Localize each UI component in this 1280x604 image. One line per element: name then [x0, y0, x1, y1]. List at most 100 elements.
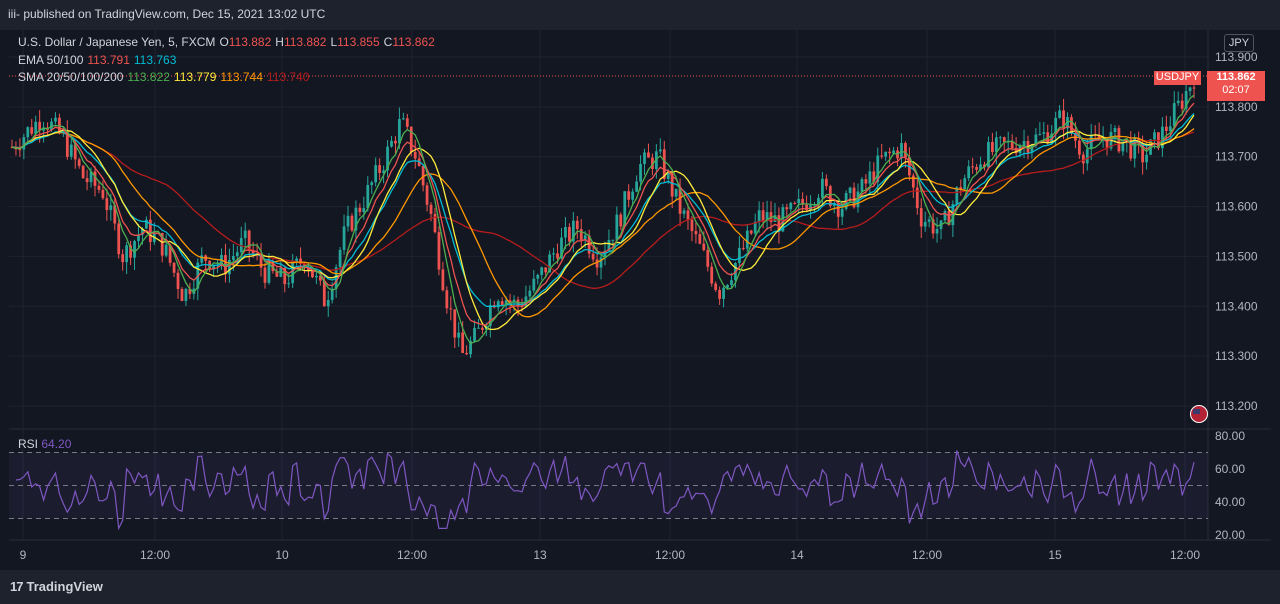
- tv-logo-icon: 17: [10, 579, 24, 594]
- sma100-line: [11, 128, 1195, 318]
- candle-body: [496, 301, 500, 308]
- candle-body: [512, 299, 516, 303]
- candle-body: [923, 221, 927, 227]
- candle-body: [575, 220, 579, 230]
- candle-body: [998, 137, 1002, 139]
- sma100-value: 113.744: [220, 70, 263, 84]
- candle-body: [386, 146, 389, 171]
- candle-body: [821, 178, 824, 198]
- ema-legend[interactable]: EMA 50/100 113.791 113.763: [18, 53, 180, 67]
- candle-body: [552, 253, 555, 255]
- sma-legend[interactable]: SMA 20/50/100/200 113.822 113.779 113.744 11…: [18, 70, 313, 84]
- time-tick-label: 9: [20, 548, 27, 562]
- rsi-label: RSI: [18, 437, 39, 451]
- high-label: H: [275, 35, 284, 49]
- candle-body: [1062, 110, 1065, 129]
- candle-body: [710, 266, 714, 284]
- symbol-legend: U.S. Dollar / Japanese Yen, 5, FXCM O113.…: [18, 35, 439, 49]
- candle-body: [81, 165, 85, 179]
- sma200-line: [11, 131, 1195, 289]
- candle-body: [287, 283, 291, 285]
- candle-body: [477, 327, 480, 329]
- candle-body: [1168, 126, 1172, 131]
- candle-body: [228, 259, 231, 275]
- candle-body: [200, 255, 204, 263]
- candle-body: [670, 173, 674, 197]
- currency-label[interactable]: JPY: [1224, 34, 1254, 52]
- candle-body: [532, 278, 536, 291]
- candle-body: [832, 203, 836, 206]
- candle-body: [556, 253, 559, 259]
- candle-body: [639, 164, 642, 182]
- candle-body: [931, 219, 935, 234]
- candle-body: [26, 127, 30, 138]
- candle-body: [678, 188, 682, 214]
- rsi-line: [15, 450, 1195, 531]
- last-price-value: 113.862: [1216, 71, 1256, 83]
- candle-body: [722, 287, 725, 299]
- candle-body: [235, 252, 239, 257]
- candle-body: [437, 232, 441, 270]
- candle-body: [571, 220, 575, 242]
- candle-body: [481, 327, 484, 330]
- sma-label: SMA 20/50/100/200: [18, 70, 124, 84]
- candle-body: [295, 258, 299, 262]
- candle-body: [971, 166, 975, 168]
- candle-body: [101, 189, 105, 199]
- candle-body: [314, 275, 318, 278]
- candle-body: [698, 234, 702, 244]
- candle-body: [500, 301, 504, 305]
- symbol-name: U.S. Dollar / Japanese Yen, 5, FXCM: [18, 35, 216, 49]
- candle-body: [741, 247, 745, 249]
- candle-body: [840, 208, 844, 217]
- candle-body: [702, 243, 706, 251]
- candle-body: [848, 187, 852, 194]
- candle-body: [168, 244, 172, 263]
- candle-body: [718, 289, 722, 299]
- tradingview-logo[interactable]: 17 TradingView: [10, 579, 103, 594]
- open-value: 113.882: [228, 35, 272, 49]
- candle-body: [342, 226, 346, 250]
- sma200-value: 113.740: [266, 70, 310, 84]
- candle-body: [1081, 154, 1085, 164]
- candle-body: [935, 229, 939, 234]
- candle-body: [947, 210, 951, 226]
- us-flag-icon[interactable]: [1190, 405, 1208, 423]
- candle-body: [1002, 137, 1006, 142]
- candle-body: [263, 267, 267, 283]
- candle-body: [1129, 139, 1133, 159]
- candle-body: [374, 165, 378, 183]
- candle-body: [987, 141, 990, 168]
- candle-body: [1066, 117, 1069, 129]
- rsi-legend[interactable]: RSI 64.20: [18, 437, 71, 451]
- candle-body: [394, 140, 397, 144]
- close-value: 113.862: [392, 35, 435, 49]
- candle-body: [761, 210, 765, 222]
- candle-body: [247, 230, 251, 251]
- candle-body: [97, 185, 101, 190]
- candle-body: [30, 127, 34, 134]
- candle-body: [425, 185, 429, 205]
- rsi-tick-label: 80.00: [1215, 429, 1245, 443]
- candle-body: [243, 230, 247, 239]
- candle-body: [1022, 140, 1026, 147]
- candle-body: [631, 191, 635, 200]
- candle-body: [54, 117, 57, 122]
- candle-body: [615, 214, 619, 240]
- candle-body: [125, 245, 129, 263]
- candle-body: [117, 223, 121, 255]
- chart-svg[interactable]: 9 12:00 10 12:00 13 12:00 14 12:00 15 12:00 113.90…: [0, 0, 1280, 570]
- ema100-value: 113.763: [133, 53, 177, 67]
- sma50-line: [11, 114, 1195, 331]
- candle-body: [852, 187, 856, 208]
- candle-body: [1042, 132, 1046, 134]
- candle-body: [951, 204, 955, 226]
- candle-body: [627, 191, 631, 200]
- price-tick-label: 113.200: [1215, 399, 1258, 413]
- candle-body: [647, 152, 650, 158]
- candle-body: [354, 207, 358, 231]
- price-tick-label: 113.700: [1215, 150, 1258, 164]
- candle-body: [148, 219, 152, 243]
- candle-body: [1105, 137, 1109, 149]
- price-tick-label: 113.400: [1215, 299, 1258, 313]
